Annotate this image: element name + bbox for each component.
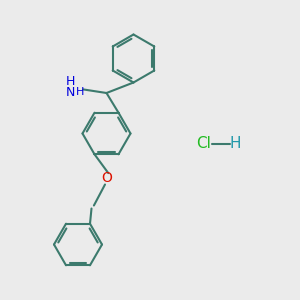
Text: H: H [230, 136, 241, 152]
Text: H: H [66, 75, 75, 88]
Text: N: N [66, 86, 75, 99]
Text: H: H [76, 86, 84, 97]
Text: Cl: Cl [196, 136, 211, 152]
Text: O: O [101, 172, 112, 185]
